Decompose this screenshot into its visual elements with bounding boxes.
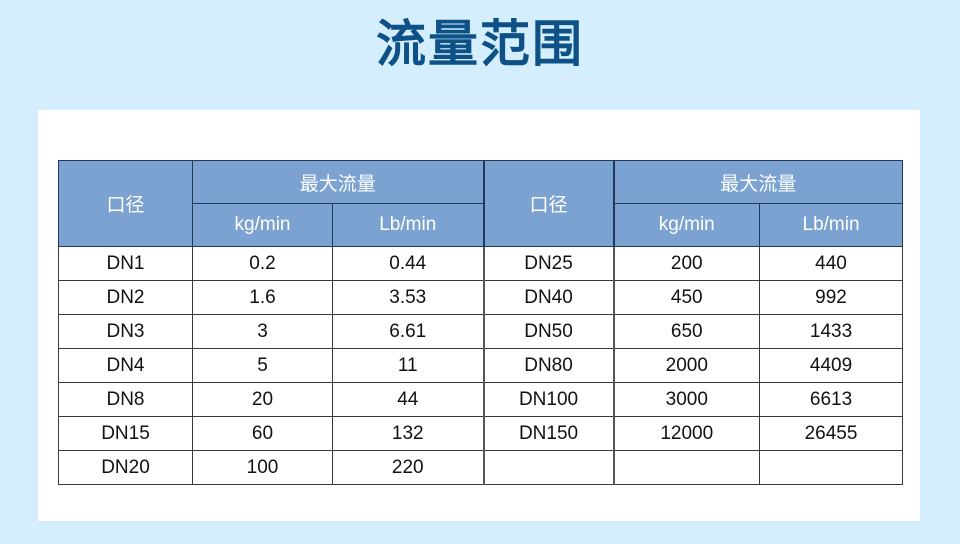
cell-kgmin-left: 5 [192,348,333,383]
table-header-row-1: 口径 最大流量 口径 最大流量 [58,160,904,247]
table-row: DN8 20 44 DN100 3000 6613 [58,382,904,417]
cell-kgmin-right: 450 [613,280,761,315]
cell-caliber-left: DN3 [58,314,193,349]
cell-kgmin-right: 3000 [613,382,761,417]
cell-kgmin-left: 0.2 [192,246,333,281]
cell-lbmin-left: 44 [331,382,485,417]
table-header: 口径 最大流量 口径 最大流量 kg/min Lb/min kg/min Lb/… [58,160,904,247]
cell-kgmin-right [613,450,761,485]
page-title: 流量范围 [376,16,584,72]
cell-caliber-left: DN1 [58,246,193,281]
cell-lbmin-right: 6613 [759,382,904,417]
cell-caliber-right: DN100 [482,382,615,417]
cell-lbmin-left: 11 [331,348,485,383]
table-header-row-2: kg/min Lb/min kg/min Lb/min [59,203,904,247]
table-row: DN20 100 220 [58,450,904,485]
header-unit-kg-left: kg/min [192,203,333,247]
header-maxflow-right: 最大流量 [613,160,904,204]
flow-range-table-container: 口径 最大流量 口径 最大流量 kg/min Lb/min kg/min Lb/… [58,160,904,485]
cell-lbmin-left: 3.53 [331,280,485,315]
header-maxflow-left: 最大流量 [191,160,485,204]
cell-caliber-left: DN20 [58,450,193,485]
cell-lbmin-left: 6.61 [331,314,485,349]
cell-kgmin-left: 1.6 [192,280,333,315]
cell-kgmin-left: 60 [192,416,333,451]
cell-lbmin-left: 220 [331,450,485,485]
header-unit-kg-right: kg/min [613,203,761,247]
flow-range-table: 口径 最大流量 口径 最大流量 kg/min Lb/min kg/min Lb/… [58,160,904,485]
table-row: DN1 0.2 0.44 DN25 200 440 [58,246,904,281]
cell-kgmin-right: 12000 [613,416,761,451]
header-caliber-right: 口径 [482,160,615,247]
table-body: DN1 0.2 0.44 DN25 200 440 DN2 1.6 3.53 D… [58,246,904,485]
cell-lbmin-left: 132 [331,416,485,451]
content-card: 口径 最大流量 口径 最大流量 kg/min Lb/min kg/min Lb/… [38,110,920,521]
cell-kgmin-right: 2000 [613,348,761,383]
table-row: DN2 1.6 3.53 DN40 450 992 [58,280,904,315]
cell-kgmin-left: 100 [192,450,333,485]
cell-lbmin-right [759,450,904,485]
cell-caliber-left: DN8 [58,382,193,417]
cell-kgmin-right: 200 [613,246,761,281]
cell-lbmin-right: 4409 [759,348,904,383]
header-unit-lb-left: Lb/min [331,203,485,247]
cell-caliber-right: DN40 [482,280,615,315]
cell-caliber-right [482,450,615,485]
cell-caliber-left: DN4 [58,348,193,383]
cell-caliber-right: DN50 [482,314,615,349]
cell-kgmin-right: 650 [613,314,761,349]
cell-lbmin-right: 440 [759,246,904,281]
cell-kgmin-left: 3 [192,314,333,349]
cell-caliber-right: DN150 [482,416,615,451]
header-caliber-left: 口径 [58,160,193,247]
cell-caliber-left: DN15 [58,416,193,451]
cell-kgmin-left: 20 [192,382,333,417]
header-unit-lb-right: Lb/min [759,203,904,247]
cell-lbmin-right: 26455 [759,416,904,451]
cell-caliber-right: DN25 [482,246,615,281]
cell-lbmin-right: 992 [759,280,904,315]
table-row: DN15 60 132 DN150 12000 26455 [58,416,904,451]
table-row: DN4 5 11 DN80 2000 4409 [58,348,904,383]
cell-lbmin-right: 1433 [759,314,904,349]
cell-caliber-left: DN2 [58,280,193,315]
cell-caliber-right: DN80 [482,348,615,383]
cell-lbmin-left: 0.44 [331,246,485,281]
table-row: DN3 3 6.61 DN50 650 1433 [58,314,904,349]
